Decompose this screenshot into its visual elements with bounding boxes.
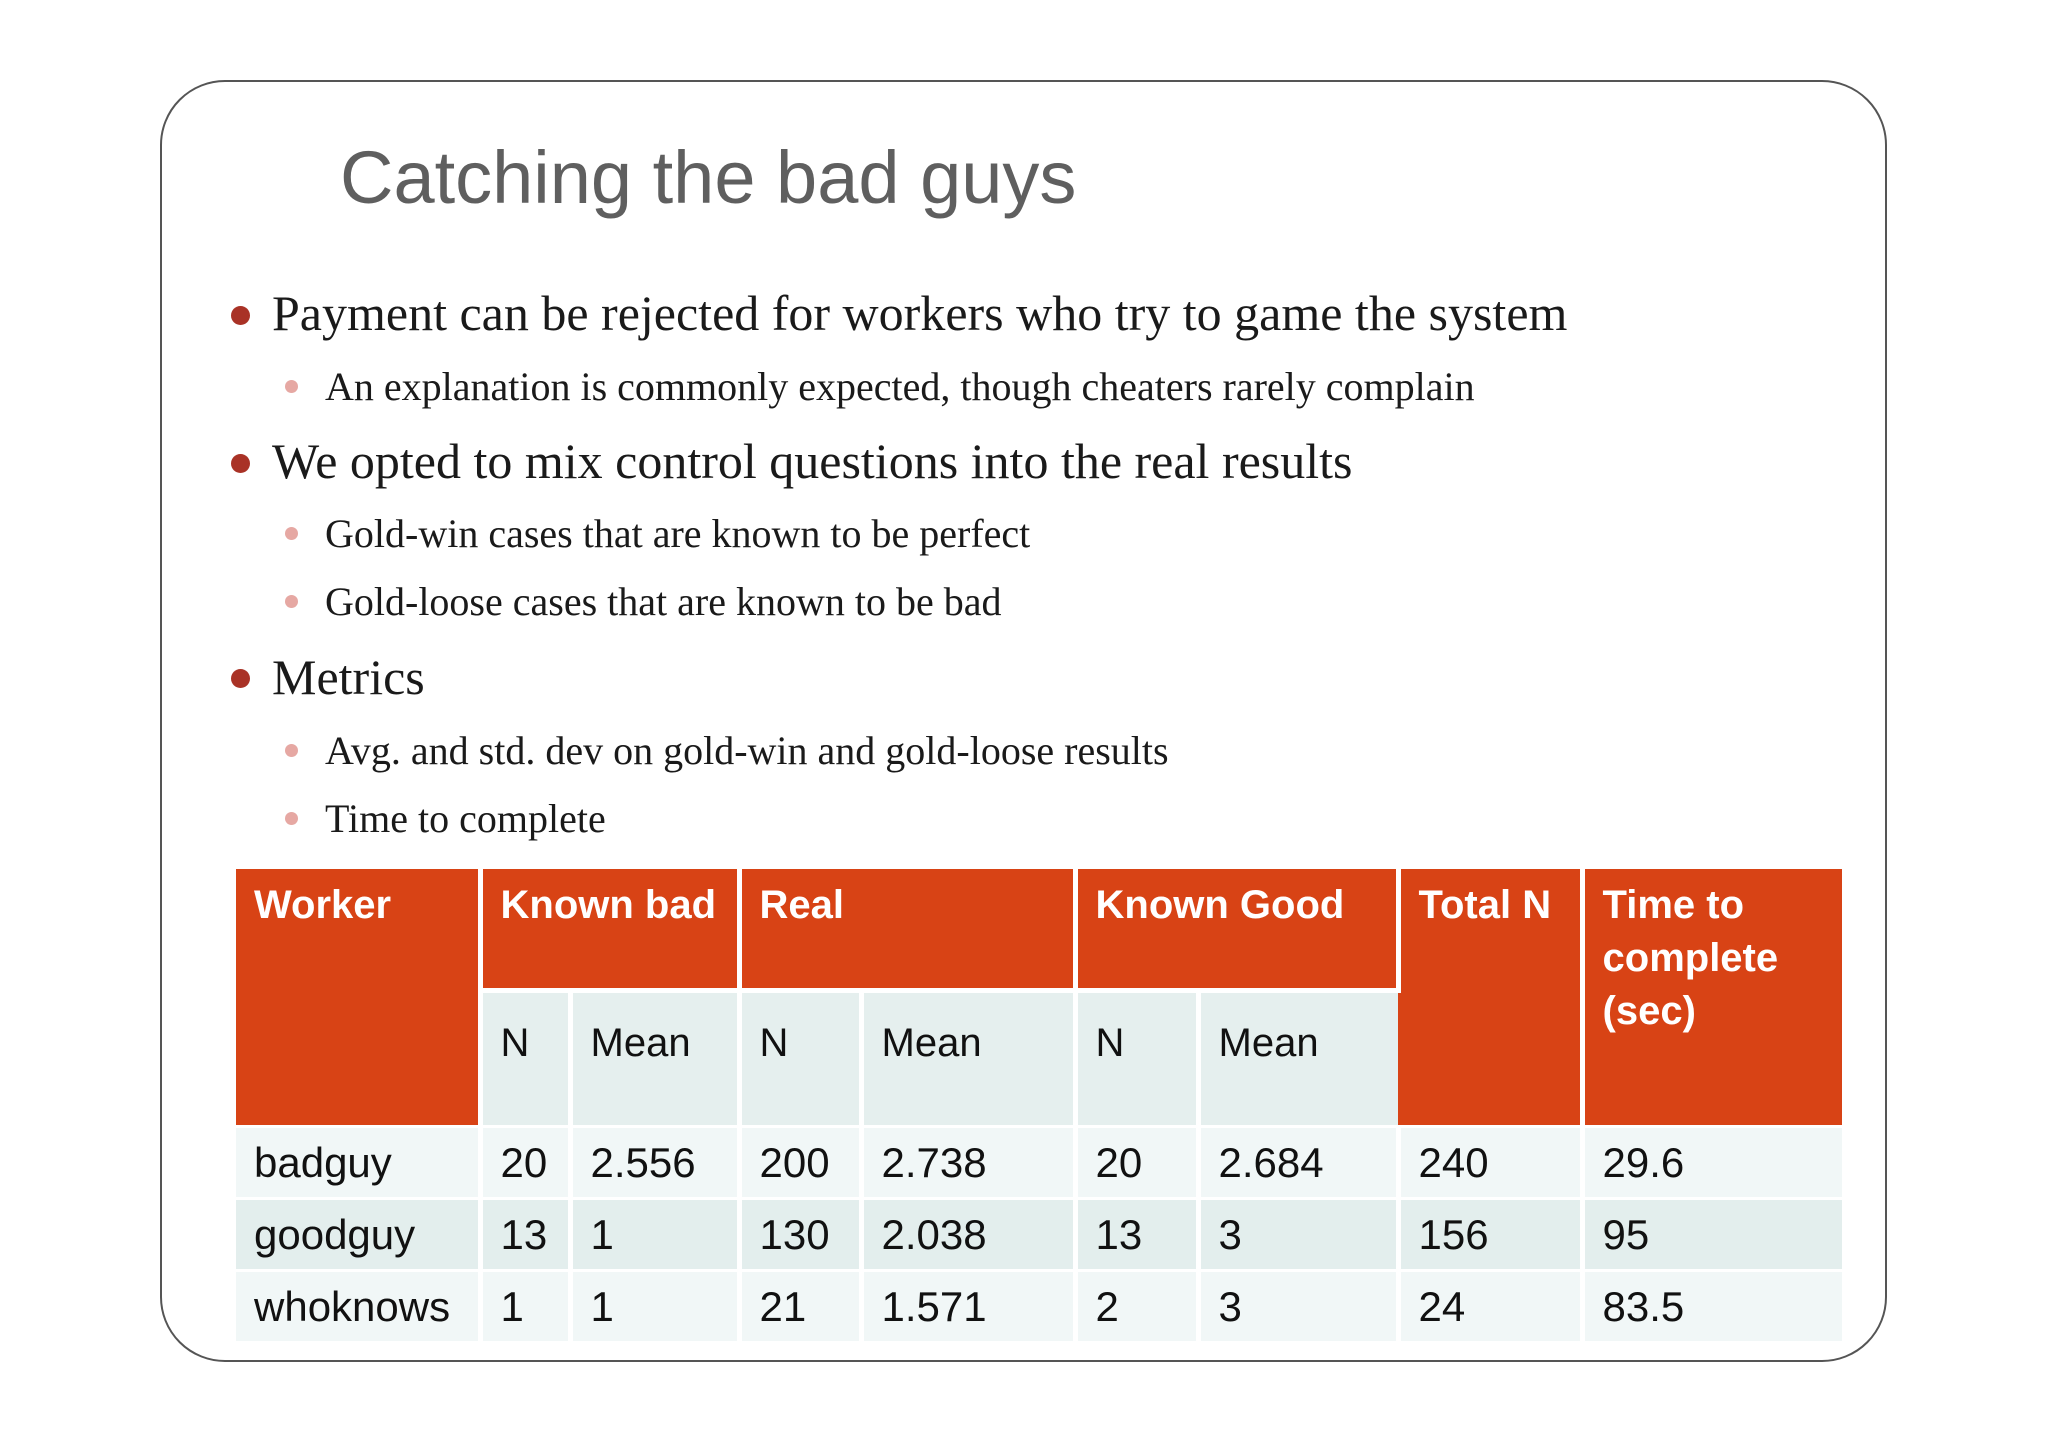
table-row: badguy 20 2.556 200 2.738 20 2.684 240 2…	[236, 1124, 1843, 1198]
sub-bullet-item: Avg. and std. dev on gold-win and gold-l…	[325, 728, 1169, 773]
sub-bullet-item: Gold-win cases that are known to be perf…	[325, 511, 1031, 556]
cell-worker: whoknows	[236, 1268, 483, 1341]
subheader-mean: Mean	[570, 987, 742, 1126]
cell-real-mean: 1.571	[861, 1268, 1078, 1341]
sub-bullet-item: Time to complete	[325, 796, 606, 841]
header-real: Real	[739, 869, 1078, 990]
cell-known-bad-n: 13	[480, 1196, 573, 1270]
header-total-n: Total N	[1398, 869, 1585, 1126]
cell-time: 29.6	[1582, 1124, 1843, 1198]
bullet-item: Metrics	[272, 649, 425, 705]
cell-time: 95	[1582, 1196, 1843, 1270]
cell-real-n: 130	[739, 1196, 864, 1270]
sub-bullet-item: Gold-loose cases that are known to be ba…	[325, 579, 1002, 624]
cell-known-bad-n: 20	[480, 1124, 573, 1198]
cell-total-n: 156	[1398, 1196, 1585, 1270]
table-header-row: Worker Known bad Real Known Good Total N…	[236, 869, 1843, 1126]
cell-real-mean: 2.738	[861, 1124, 1078, 1198]
subheader-n: N	[739, 987, 864, 1126]
subheader-n: N	[1075, 987, 1201, 1126]
sub-bullet-dot-icon	[285, 380, 298, 393]
cell-total-n: 24	[1398, 1268, 1585, 1341]
slide-title: Catching the bad guys	[340, 136, 1077, 219]
cell-known-good-n: 2	[1075, 1268, 1201, 1341]
worker-results-table: Worker Known bad Real Known Good Total N…	[236, 869, 1843, 1341]
sub-bullet-dot-icon	[285, 812, 298, 825]
cell-total-n: 240	[1398, 1124, 1585, 1198]
cell-worker: goodguy	[236, 1196, 483, 1270]
cell-known-bad-mean: 1	[570, 1196, 742, 1270]
sub-bullet-dot-icon	[285, 595, 298, 608]
cell-real-n: 21	[739, 1268, 864, 1341]
table-row: whoknows 1 1 21 1.571 2 3 24 83.5	[236, 1268, 1843, 1341]
cell-known-bad-mean: 2.556	[570, 1124, 742, 1198]
header-known-bad: Known bad	[480, 869, 742, 990]
subheader-n: N	[480, 987, 573, 1126]
subheader-mean: Mean	[1198, 987, 1399, 1126]
header-known-good: Known Good	[1075, 869, 1401, 990]
sub-bullet-item: An explanation is commonly expected, tho…	[325, 364, 1475, 409]
cell-known-good-mean: 3	[1198, 1196, 1401, 1270]
cell-known-good-n: 13	[1075, 1196, 1201, 1270]
sub-bullet-dot-icon	[285, 744, 298, 757]
bullet-dot-icon	[231, 454, 250, 473]
cell-real-n: 200	[739, 1124, 864, 1198]
cell-time: 83.5	[1582, 1268, 1843, 1341]
table-subheader-row: N Mean N Mean N Mean	[236, 987, 1842, 1126]
cell-known-good-mean: 2.684	[1198, 1124, 1401, 1198]
sub-bullet-dot-icon	[285, 527, 298, 540]
subheader-mean: Mean	[861, 987, 1078, 1126]
cell-worker: badguy	[236, 1124, 483, 1198]
header-worker: Worker	[236, 869, 483, 1126]
cell-known-good-n: 20	[1075, 1124, 1201, 1198]
cell-known-bad-n: 1	[480, 1268, 573, 1341]
bullet-dot-icon	[231, 306, 250, 325]
table-row: goodguy 13 1 130 2.038 13 3 156 95	[236, 1196, 1843, 1270]
cell-real-mean: 2.038	[861, 1196, 1078, 1270]
bullet-dot-icon	[231, 669, 250, 688]
cell-known-bad-mean: 1	[570, 1268, 742, 1341]
bullet-item: Payment can be rejected for workers who …	[272, 285, 1568, 341]
bullet-item: We opted to mix control questions into t…	[272, 433, 1353, 489]
cell-known-good-mean: 3	[1198, 1268, 1401, 1341]
header-time-to-complete: Time to complete (sec)	[1582, 869, 1843, 1126]
